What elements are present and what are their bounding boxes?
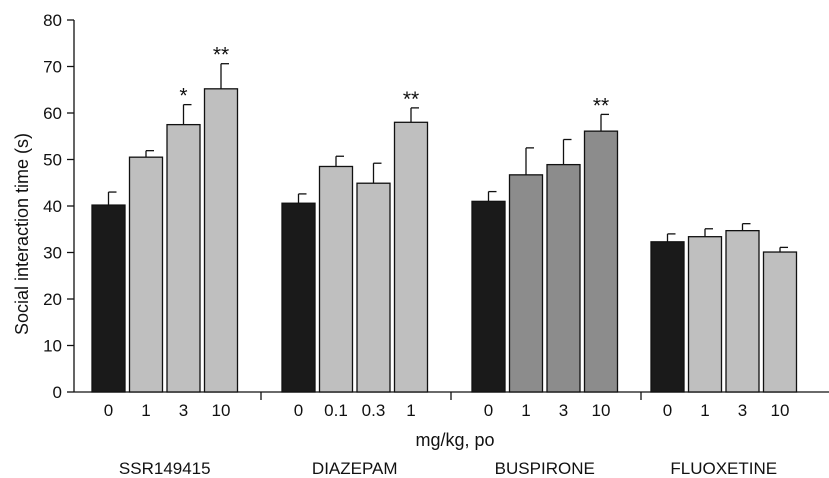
x-tick-label: 1 — [406, 401, 415, 420]
significance-marker: ** — [213, 44, 229, 67]
y-tick-label: 30 — [43, 244, 62, 263]
x-tick-label: 0 — [484, 401, 493, 420]
group-label: FLUOXETINE — [670, 459, 777, 478]
x-tick-label: 1 — [141, 401, 150, 420]
bar-buspirone-0 — [471, 200, 506, 393]
x-axis-title: mg/kg, po — [415, 430, 494, 450]
bar-buspirone-1 — [508, 174, 544, 393]
x-tick-label: 0.3 — [362, 401, 386, 420]
x-tick-label: 1 — [521, 401, 530, 420]
bar-fluoxetine-3 — [725, 229, 760, 393]
y-tick-label: 60 — [43, 104, 62, 123]
bar-diazepam-1 — [393, 121, 429, 393]
x-tick-label: 0 — [294, 401, 303, 420]
x-tick-label: 3 — [179, 401, 188, 420]
significance-marker: ** — [403, 88, 419, 111]
group-label: BUSPIRONE — [495, 459, 595, 478]
bar-diazepam-0 — [281, 202, 316, 393]
y-tick-label: 20 — [43, 290, 62, 309]
bar-ssr149415-10 — [203, 88, 239, 393]
bar-fluoxetine-10 — [762, 251, 798, 393]
y-tick-label: 40 — [43, 197, 62, 216]
y-tick-label: 0 — [53, 383, 62, 402]
group-label: DIAZEPAM — [312, 459, 398, 478]
x-tick-label: 10 — [771, 401, 790, 420]
y-axis-title: Social interaction time (s) — [12, 133, 32, 335]
bar-ssr149415-3 — [166, 123, 201, 393]
x-tick-label: 0 — [104, 401, 113, 420]
y-tick-label: 80 — [43, 11, 62, 30]
bar-diazepam-0.1 — [318, 165, 354, 393]
bar-buspirone-3 — [546, 163, 581, 393]
x-tick-label: 0 — [663, 401, 672, 420]
significance-marker: ** — [593, 94, 609, 117]
bar-diazepam-0.3 — [356, 182, 391, 393]
bar-ssr149415-0 — [91, 204, 126, 393]
y-tick-label: 70 — [43, 58, 62, 77]
bars-layer — [91, 63, 798, 393]
y-tick-label: 10 — [43, 337, 62, 356]
y-tick-label: 50 — [43, 151, 62, 170]
x-tick-label: 10 — [212, 401, 231, 420]
bar-fluoxetine-1 — [687, 236, 723, 393]
bar-ssr149415-1 — [128, 156, 164, 393]
significance-marker: * — [179, 85, 187, 108]
x-tick-label: 0.1 — [324, 401, 348, 420]
group-label: SSR149415 — [119, 459, 211, 478]
x-tick-label: 3 — [738, 401, 747, 420]
x-tick-label: 3 — [559, 401, 568, 420]
x-tick-label: 10 — [592, 401, 611, 420]
x-tick-label: 1 — [700, 401, 709, 420]
bar-fluoxetine-0 — [650, 241, 685, 393]
bar-buspirone-10 — [583, 130, 619, 393]
